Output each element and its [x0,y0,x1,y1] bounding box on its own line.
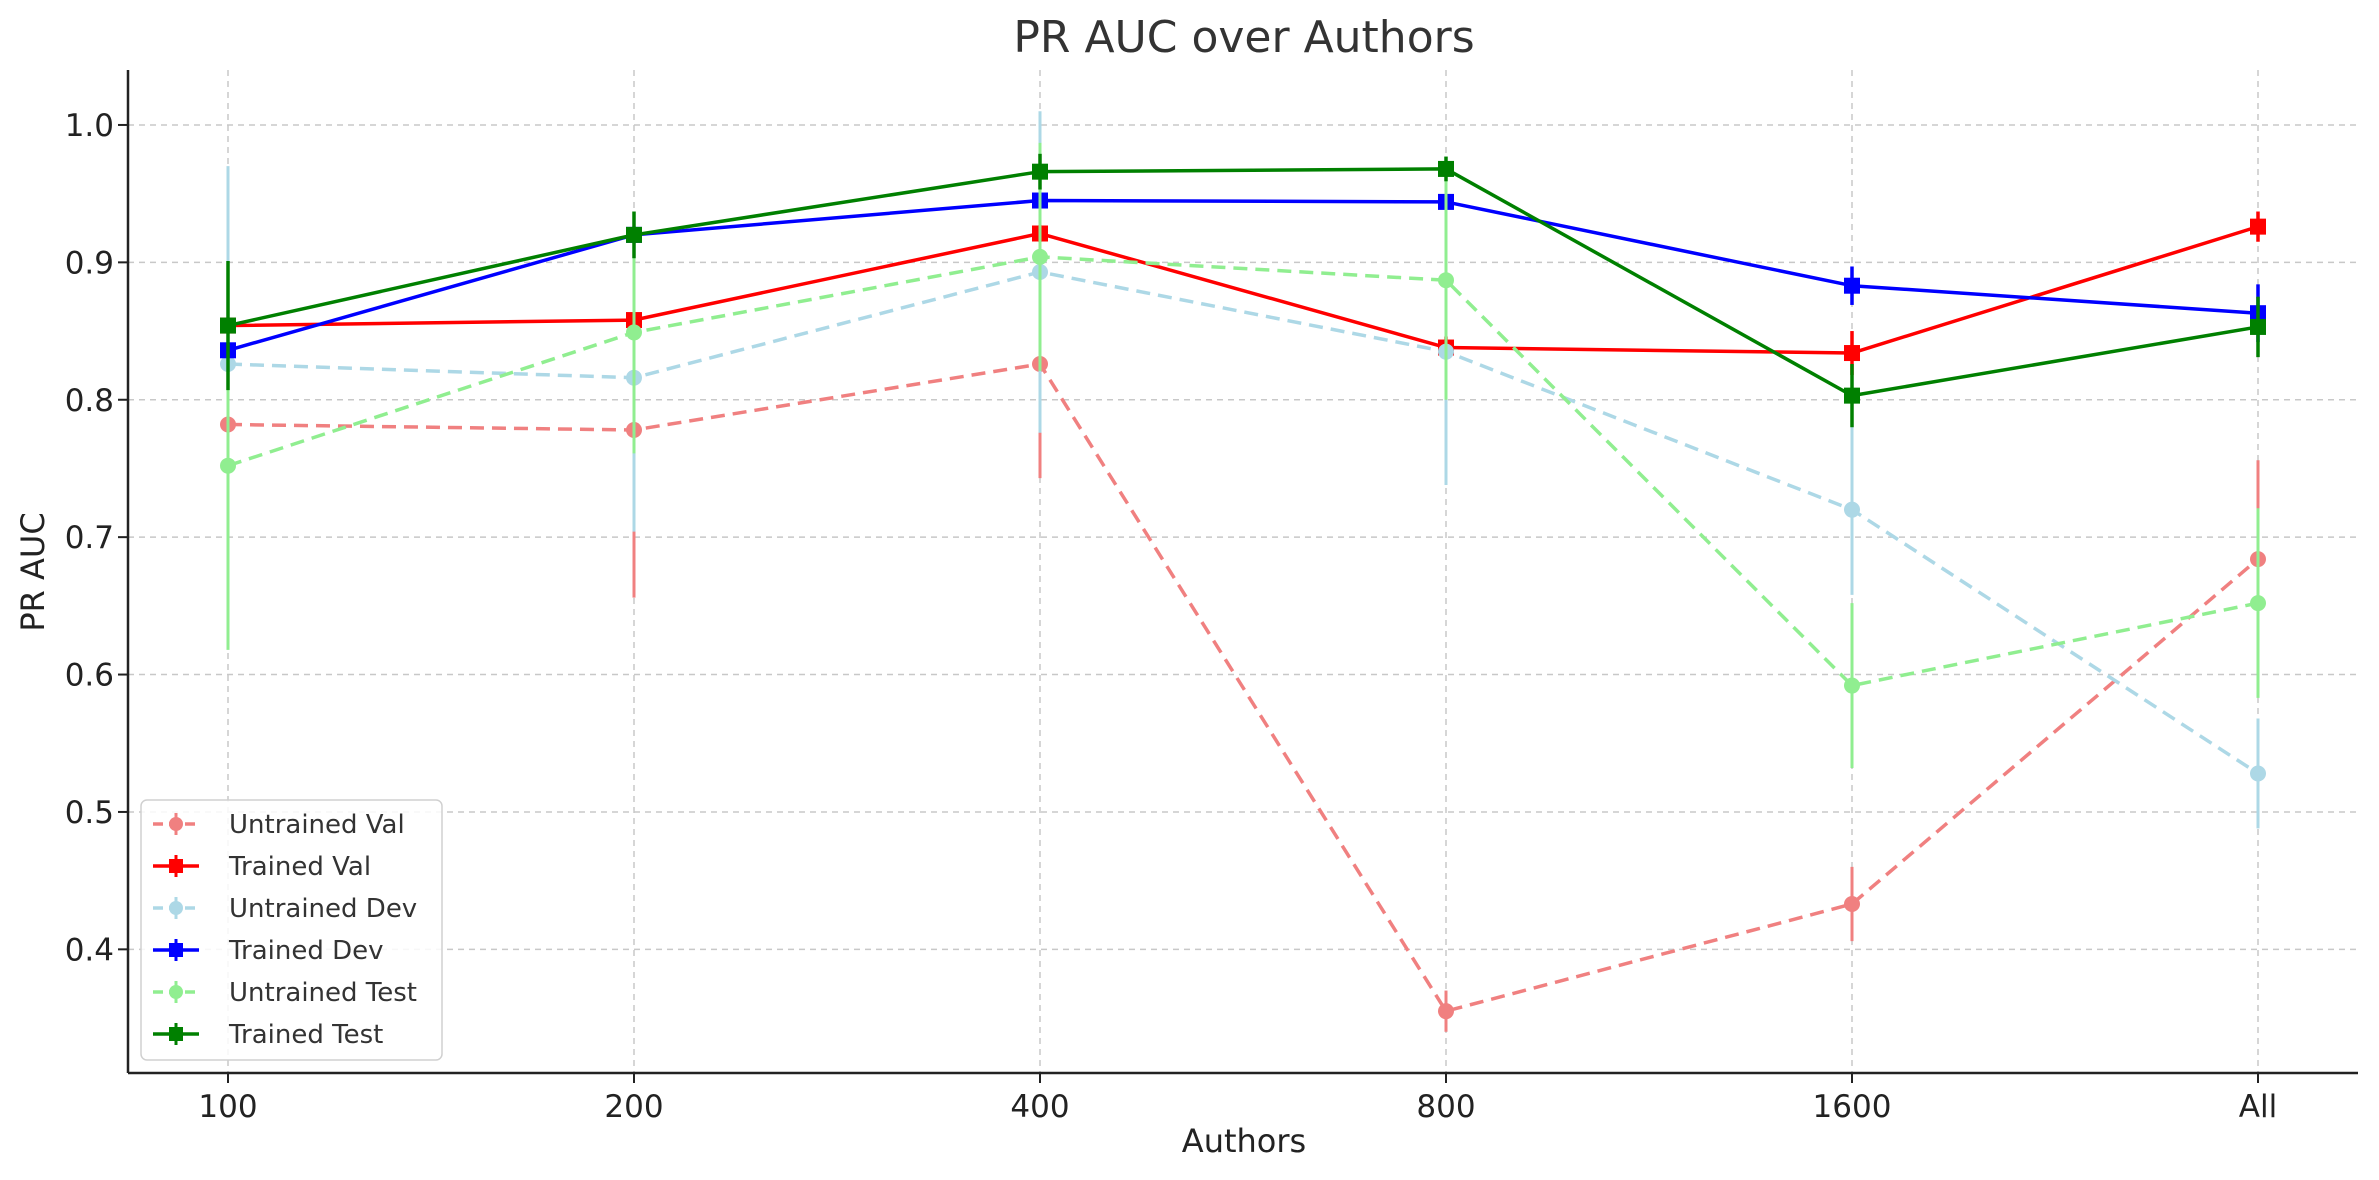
legend-label-untrained-val: Untrained Val [229,810,405,840]
data-point-untrained-test [1438,272,1454,289]
y-axis-label: PR AUC [14,512,52,631]
series-line-trained-dev [227,198,2259,352]
legend-label-trained-test: Trained Test [228,1020,383,1050]
data-point-trained-test [1032,163,1048,180]
legend-entry-untrained-test: Untrained Test [153,978,417,1008]
legend-marker-untrained-dev [169,901,183,915]
x-tick-label: 100 [198,1089,257,1125]
axes-layer: 0.4 0.5 0.6 0.7 0.8 0.9 1.0 100 200 400 800 1600 All [65,70,2358,1125]
grid-layer [128,70,2358,1073]
legend-entry-untrained-val: Untrained Val [153,810,405,840]
data-point-trained-val [1844,345,1860,362]
data-point-trained-test [626,226,642,243]
data-point-untrained-test [1844,677,1860,694]
data-point-trained-val [2250,218,2266,235]
legend-entry-trained-test: Trained Test [153,1020,383,1050]
data-point-untrained-val [1844,896,1860,913]
series-layer [220,111,2266,1032]
legend-entry-untrained-dev: Untrained Dev [153,894,417,924]
data-point-untrained-test [626,324,642,341]
x-tick-label: 1600 [1813,1089,1892,1125]
legend-label-trained-dev: Trained Dev [228,936,384,966]
x-axis-label: Authors [1182,1122,1306,1160]
legend-entry-trained-dev: Trained Dev [153,936,384,966]
legend-label-trained-val: Trained Val [228,852,371,882]
data-point-untrained-test [220,457,236,474]
legend-marker-untrained-val [169,817,183,831]
legend-label-untrained-test: Untrained Test [229,978,417,1008]
legend-box [140,799,443,1061]
legend-marker-trained-val [169,859,183,873]
series-line-untrained-dev [227,270,2259,775]
x-tick-label: 400 [1010,1089,1069,1125]
legend-label-untrained-dev: Untrained Dev [229,894,417,924]
y-tick-label: 0.9 [65,245,114,281]
x-tick-label: 800 [1416,1089,1475,1125]
series-untrained-dev [220,111,2266,829]
series-line-trained-test [227,167,2259,398]
series-line-trained-val [227,224,2259,355]
y-tick-label: 0.5 [65,795,114,831]
series-line-untrained-test [227,255,2259,688]
series-line-untrained-val [227,362,2260,1013]
y-tick-label: 0.7 [65,520,114,556]
y-tick-label: 0.8 [65,383,114,419]
y-tick-label: 0.6 [65,658,114,694]
legend-marker-trained-dev [169,943,183,957]
data-point-untrained-dev [2250,765,2266,782]
series-trained-test [220,153,2266,428]
legend-entry-trained-val: Trained Val [153,852,371,882]
data-point-trained-test [1438,160,1454,177]
chart-title: PR AUC over Authors [1013,12,1474,63]
data-point-trained-dev [1844,277,1860,294]
data-point-untrained-test [2250,595,2266,612]
y-tick-label: 1.0 [65,108,114,144]
data-point-untrained-dev [1844,501,1860,518]
series-trained-dev [220,192,2266,359]
data-point-untrained-val [1438,1003,1454,1020]
y-tick-label: 0.4 [65,932,114,968]
data-point-trained-test [1844,387,1860,404]
data-point-untrained-test [1032,248,1048,265]
legend-marker-untrained-test [169,985,183,999]
legend: Untrained Val Trained Val Untrained Dev Tra… [140,799,443,1061]
x-tick-label: All [2239,1089,2277,1125]
data-point-trained-test [2250,318,2266,335]
data-point-trained-test [220,317,236,334]
x-tick-label: 200 [604,1089,663,1125]
legend-marker-trained-test [169,1027,183,1041]
